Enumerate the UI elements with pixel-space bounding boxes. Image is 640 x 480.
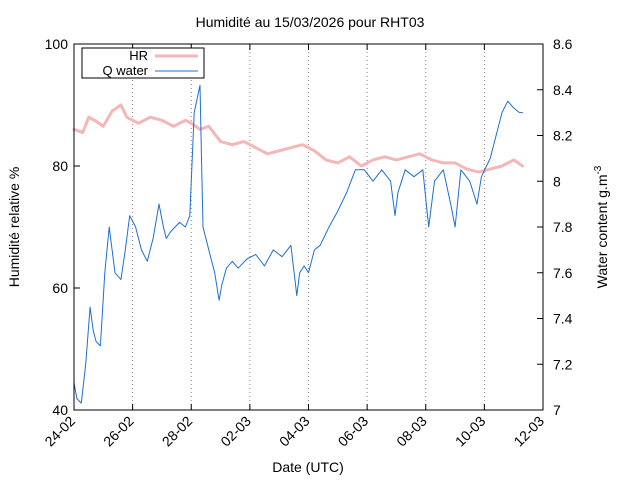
- y2-tick-label: 7.6: [553, 265, 573, 281]
- y-axis-left: 40 60 80 100: [45, 36, 80, 418]
- y2-tick-label: 8.2: [553, 128, 573, 144]
- y-axis-label: Humidité relative %: [6, 167, 22, 288]
- y2-tick-label: 7: [553, 402, 561, 418]
- y2-axis-label: Water content g.m-3: [593, 165, 610, 288]
- legend-label-hr: HR: [129, 48, 148, 63]
- y2-tick-label: 7.2: [553, 356, 573, 372]
- y2-axis-label-main: Water content g.m: [594, 175, 610, 289]
- y-tick-label: 60: [52, 280, 68, 296]
- legend: HR Q water: [81, 47, 205, 79]
- y2-tick-label: 8.6: [553, 36, 573, 52]
- y2-tick-label: 8.4: [553, 82, 573, 98]
- chart-title: Humidité au 15/03/2026 pour RHT03: [196, 14, 425, 30]
- y2-tick-label: 7.8: [553, 219, 573, 235]
- series-line-hr: [72, 103, 524, 174]
- series-layer: [72, 84, 524, 404]
- y-tick-label: 80: [52, 158, 68, 174]
- y2-tick-label: 7.4: [553, 311, 573, 327]
- y2-tick-label: 8: [553, 173, 561, 189]
- y-tick-label: 40: [52, 402, 68, 418]
- legend-label-q-water: Q water: [102, 63, 148, 78]
- y-axis-right: 7 7.2 7.4 7.6 7.8 8 8.2 8.4 8.6: [537, 36, 573, 418]
- grid-lines: [132, 44, 485, 410]
- y-tick-label: 100: [45, 36, 69, 52]
- series-line-q-water: [73, 84, 523, 404]
- y2-axis-label-superscript: -3: [593, 165, 604, 174]
- x-axis-label: Date (UTC): [272, 459, 344, 475]
- legend-box: [81, 47, 205, 79]
